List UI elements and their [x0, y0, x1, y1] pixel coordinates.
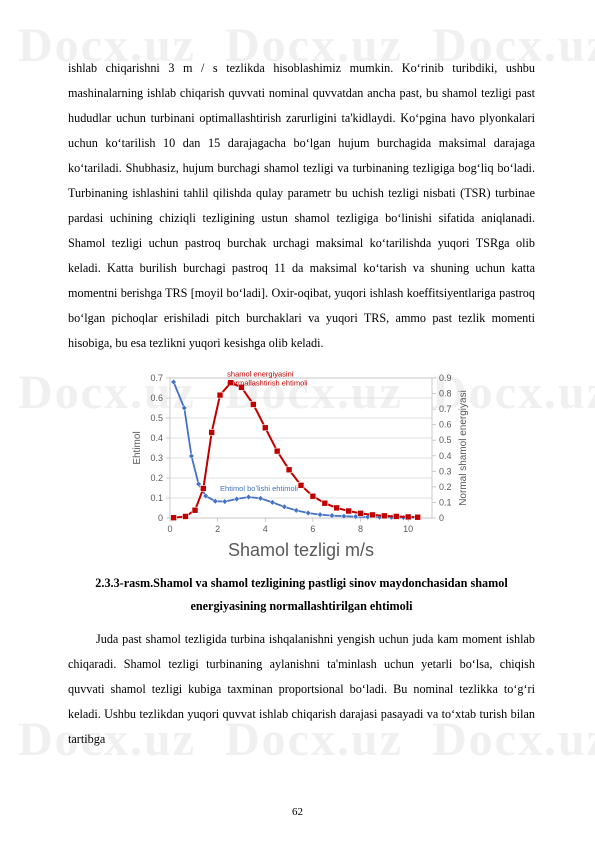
svg-text:2: 2 — [215, 524, 220, 534]
svg-text:Shamol tezligi m/s: Shamol tezligi m/s — [227, 540, 373, 560]
svg-text:6: 6 — [310, 524, 315, 534]
svg-text:0: 0 — [157, 513, 162, 523]
svg-text:0.7: 0.7 — [439, 404, 452, 414]
svg-text:10: 10 — [403, 524, 413, 534]
svg-text:0.7: 0.7 — [150, 373, 163, 383]
svg-text:0.1: 0.1 — [150, 493, 163, 503]
page-number: 62 — [0, 806, 595, 818]
chart-svg: 0 2 4 6 8 10 0 0.1 0.2 0.3 0.4 0.5 0.6 0.7 0 0.1 0.2 0.3 0… — [122, 366, 482, 561]
paragraph-2: Juda past shamol tezligida turbina ishqa… — [68, 627, 535, 752]
page-content: ishlab chiqarishni 3 m / s tezlikda hiso… — [0, 0, 595, 792]
svg-text:0.8: 0.8 — [439, 389, 452, 399]
svg-text:0.2: 0.2 — [439, 482, 452, 492]
svg-text:0.3: 0.3 — [150, 453, 163, 463]
svg-text:0: 0 — [167, 524, 172, 534]
paragraph-1: ishlab chiqarishni 3 m / s tezlikda hiso… — [68, 56, 535, 356]
svg-text:4: 4 — [262, 524, 267, 534]
svg-text:normallashtirish ehtimoli: normallashtirish ehtimoli — [227, 379, 308, 388]
svg-text:0.6: 0.6 — [439, 420, 452, 430]
wind-speed-chart: 0 2 4 6 8 10 0 0.1 0.2 0.3 0.4 0.5 0.6 0.7 0 0.1 0.2 0.3 0… — [122, 366, 482, 566]
svg-text:Normal shamol energiyasi: Normal shamol energiyasi — [458, 390, 469, 506]
svg-text:8: 8 — [358, 524, 363, 534]
svg-text:shamol energiyasini: shamol energiyasini — [227, 370, 294, 379]
figure-caption: 2.3.3-rasm.Shamol va shamol tezligining … — [68, 572, 535, 618]
svg-text:0.3: 0.3 — [439, 467, 452, 477]
svg-text:0.4: 0.4 — [150, 433, 163, 443]
svg-text:0.9: 0.9 — [439, 373, 452, 383]
svg-text:Ehtimol boʻlishi ehtimoli: Ehtimol boʻlishi ehtimoli — [220, 484, 298, 493]
svg-text:Ehtimol: Ehtimol — [132, 432, 143, 465]
svg-text:0.5: 0.5 — [439, 435, 452, 445]
svg-text:0: 0 — [439, 513, 444, 523]
svg-text:0.4: 0.4 — [439, 451, 452, 461]
svg-text:0.1: 0.1 — [439, 498, 452, 508]
svg-text:0.5: 0.5 — [150, 413, 163, 423]
svg-text:0.2: 0.2 — [150, 473, 163, 483]
svg-text:0.6: 0.6 — [150, 393, 163, 403]
